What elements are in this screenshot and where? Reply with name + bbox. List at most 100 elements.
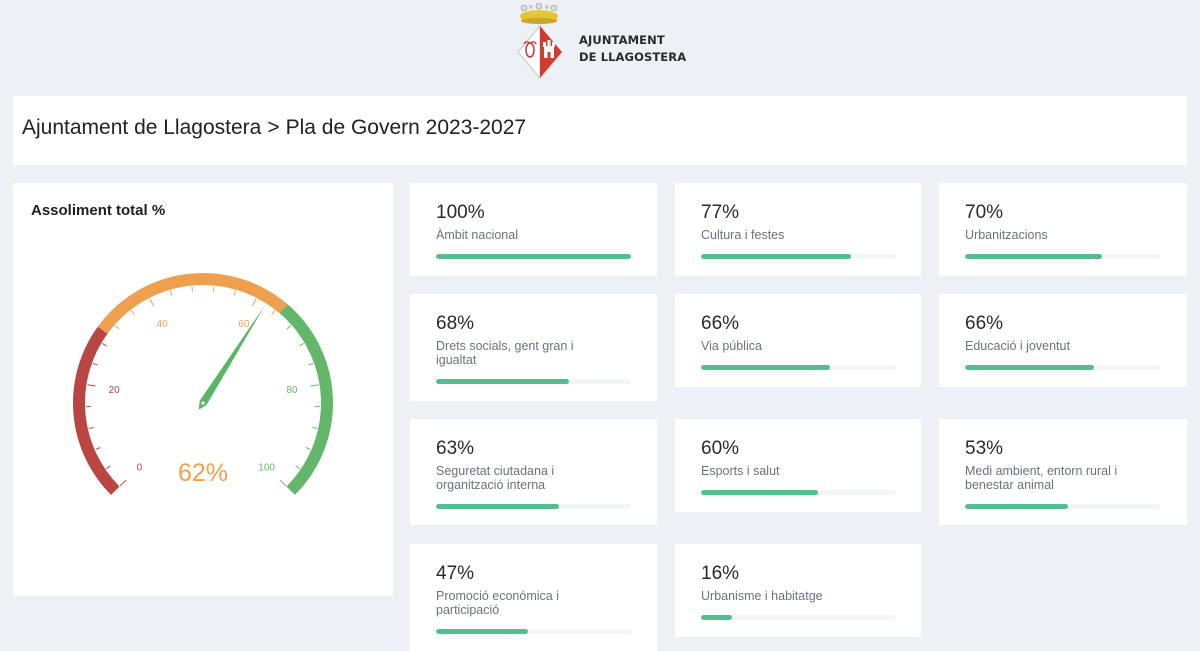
card-percentage: 66%	[965, 313, 1004, 334]
progress-fill	[436, 254, 631, 259]
progress-bar	[436, 379, 631, 384]
card-label: Drets socials, gent gran i igualtat	[436, 339, 574, 367]
total-achievement-panel: Assoliment total % 0 20 40 60 80 100 62%	[13, 183, 393, 596]
gauge-tick	[310, 384, 319, 387]
gauge-tick	[130, 310, 135, 315]
gauge-band	[279, 304, 333, 495]
gauge-tick	[92, 362, 98, 366]
category-card[interactable]: 47% Promoció económica i participació	[410, 544, 657, 651]
gauge-tick	[102, 343, 107, 347]
card-percentage: 53%	[965, 438, 1004, 459]
card-percentage: 47%	[436, 563, 475, 584]
progress-fill	[436, 504, 559, 509]
gauge-tick	[271, 310, 276, 315]
progress-fill	[965, 365, 1094, 370]
progress-fill	[965, 254, 1102, 259]
gauge-band	[97, 273, 288, 334]
gauge-tick	[286, 325, 292, 330]
gauge-tick-label: 0	[137, 463, 143, 474]
breadcrumb-separator: >	[267, 116, 280, 139]
category-card[interactable]: 100% Àmbit nacional	[410, 183, 657, 276]
breadcrumb: Ajuntament de Llagostera > Pla de Govern 2…	[22, 116, 526, 140]
coat-of-arms-icon	[517, 2, 562, 80]
category-card[interactable]: 16% Urbanisme i habitatge	[675, 544, 921, 637]
breadcrumb-current: Pla de Govern 2023-2027	[285, 116, 527, 139]
gauge-tick	[279, 479, 287, 487]
card-percentage: 77%	[701, 202, 740, 223]
progress-bar	[436, 254, 631, 259]
card-label: Cultura i festes	[701, 228, 785, 242]
card-label: Educació i joventut	[965, 339, 1070, 353]
gauge-tick-label: 40	[157, 319, 169, 330]
card-label: Esports i salut	[701, 464, 780, 478]
card-percentage: 63%	[436, 438, 475, 459]
gauge-needle	[198, 305, 266, 410]
category-card[interactable]: 53% Medi ambient, entorn rural i benesta…	[939, 419, 1187, 525]
card-label: Via pública	[701, 339, 762, 353]
card-percentage: 16%	[701, 563, 740, 584]
card-percentage: 60%	[701, 438, 740, 459]
gauge-tick	[312, 426, 318, 430]
gauge-tick	[169, 290, 173, 296]
gauge-tick	[105, 465, 111, 470]
progress-fill	[701, 490, 818, 495]
progress-bar	[965, 365, 1160, 370]
category-card[interactable]: 68% Drets socials, gent gran i igualtat	[410, 294, 657, 401]
gauge-value: 62%	[178, 459, 228, 487]
progress-fill	[436, 629, 528, 634]
municipal-logo: AJUNTAMENT DE LLAGOSTERA	[514, 2, 694, 80]
gauge-tick-label: 20	[109, 385, 121, 396]
gauge-tick	[295, 465, 301, 470]
gauge-tick	[308, 362, 314, 366]
progress-bar	[965, 504, 1160, 509]
gauge-tick	[252, 298, 257, 307]
gauge-tick	[233, 290, 237, 296]
gauge-tick	[88, 426, 94, 430]
card-percentage: 68%	[436, 313, 475, 334]
gauge-tick	[114, 325, 120, 330]
category-card[interactable]: 63% Seguretat ciutadana i organització i…	[410, 419, 657, 525]
breadcrumb-root-link[interactable]: Ajuntament de Llagostera	[22, 116, 262, 139]
card-label: Urbanisme i habitatge	[701, 589, 823, 603]
gauge-chart: 0 20 40 60 80 100 62%	[73, 273, 333, 495]
card-percentage: 66%	[701, 313, 740, 334]
category-card[interactable]: 66% Educació i joventut	[939, 294, 1187, 387]
progress-fill	[436, 379, 569, 384]
gauge-tick-label: 100	[258, 463, 275, 474]
category-card[interactable]: 77% Cultura i festes	[675, 183, 921, 276]
progress-fill	[965, 504, 1069, 509]
gauge-tick	[119, 479, 127, 487]
gauge-tick-label: 60	[238, 319, 250, 330]
category-card[interactable]: 70% Urbanitzacions	[939, 183, 1187, 276]
gauge-title: Assoliment total %	[31, 202, 166, 219]
gauge-tick	[149, 298, 154, 307]
progress-bar	[436, 629, 631, 634]
card-label: Medi ambient, entorn rural i benestar an…	[965, 464, 1118, 492]
progress-bar	[436, 504, 631, 509]
card-label: Seguretat ciutadana i organització inter…	[436, 464, 555, 492]
card-percentage: 70%	[965, 202, 1004, 223]
gauge-tick-label: 80	[286, 385, 298, 396]
progress-fill	[701, 365, 830, 370]
progress-fill	[701, 615, 733, 620]
progress-fill	[701, 254, 852, 259]
gauge-tick	[95, 447, 101, 450]
progress-bar	[701, 615, 896, 620]
gauge-tick	[305, 447, 311, 450]
category-card[interactable]: 66% Via pública	[675, 294, 921, 387]
progress-bar	[701, 490, 896, 495]
progress-bar	[965, 254, 1160, 259]
logo-line-2: DE LLAGOSTERA	[579, 50, 687, 64]
progress-bar	[701, 254, 896, 259]
gauge-tick	[87, 384, 96, 387]
card-label: Urbanitzacions	[965, 228, 1048, 242]
card-label: Promoció económica i participació	[436, 589, 559, 617]
progress-bar	[701, 365, 896, 370]
category-card[interactable]: 60% Esports i salut	[675, 419, 921, 512]
card-percentage: 100%	[436, 202, 485, 223]
card-label: Àmbit nacional	[436, 228, 518, 242]
logo-wordmark: AJUNTAMENT DE LLAGOSTERA	[579, 32, 686, 66]
gauge-pivot	[201, 401, 205, 405]
gauge-tick	[299, 343, 304, 347]
header-panel: Ajuntament de Llagostera > Pla de Govern 2…	[13, 96, 1187, 165]
